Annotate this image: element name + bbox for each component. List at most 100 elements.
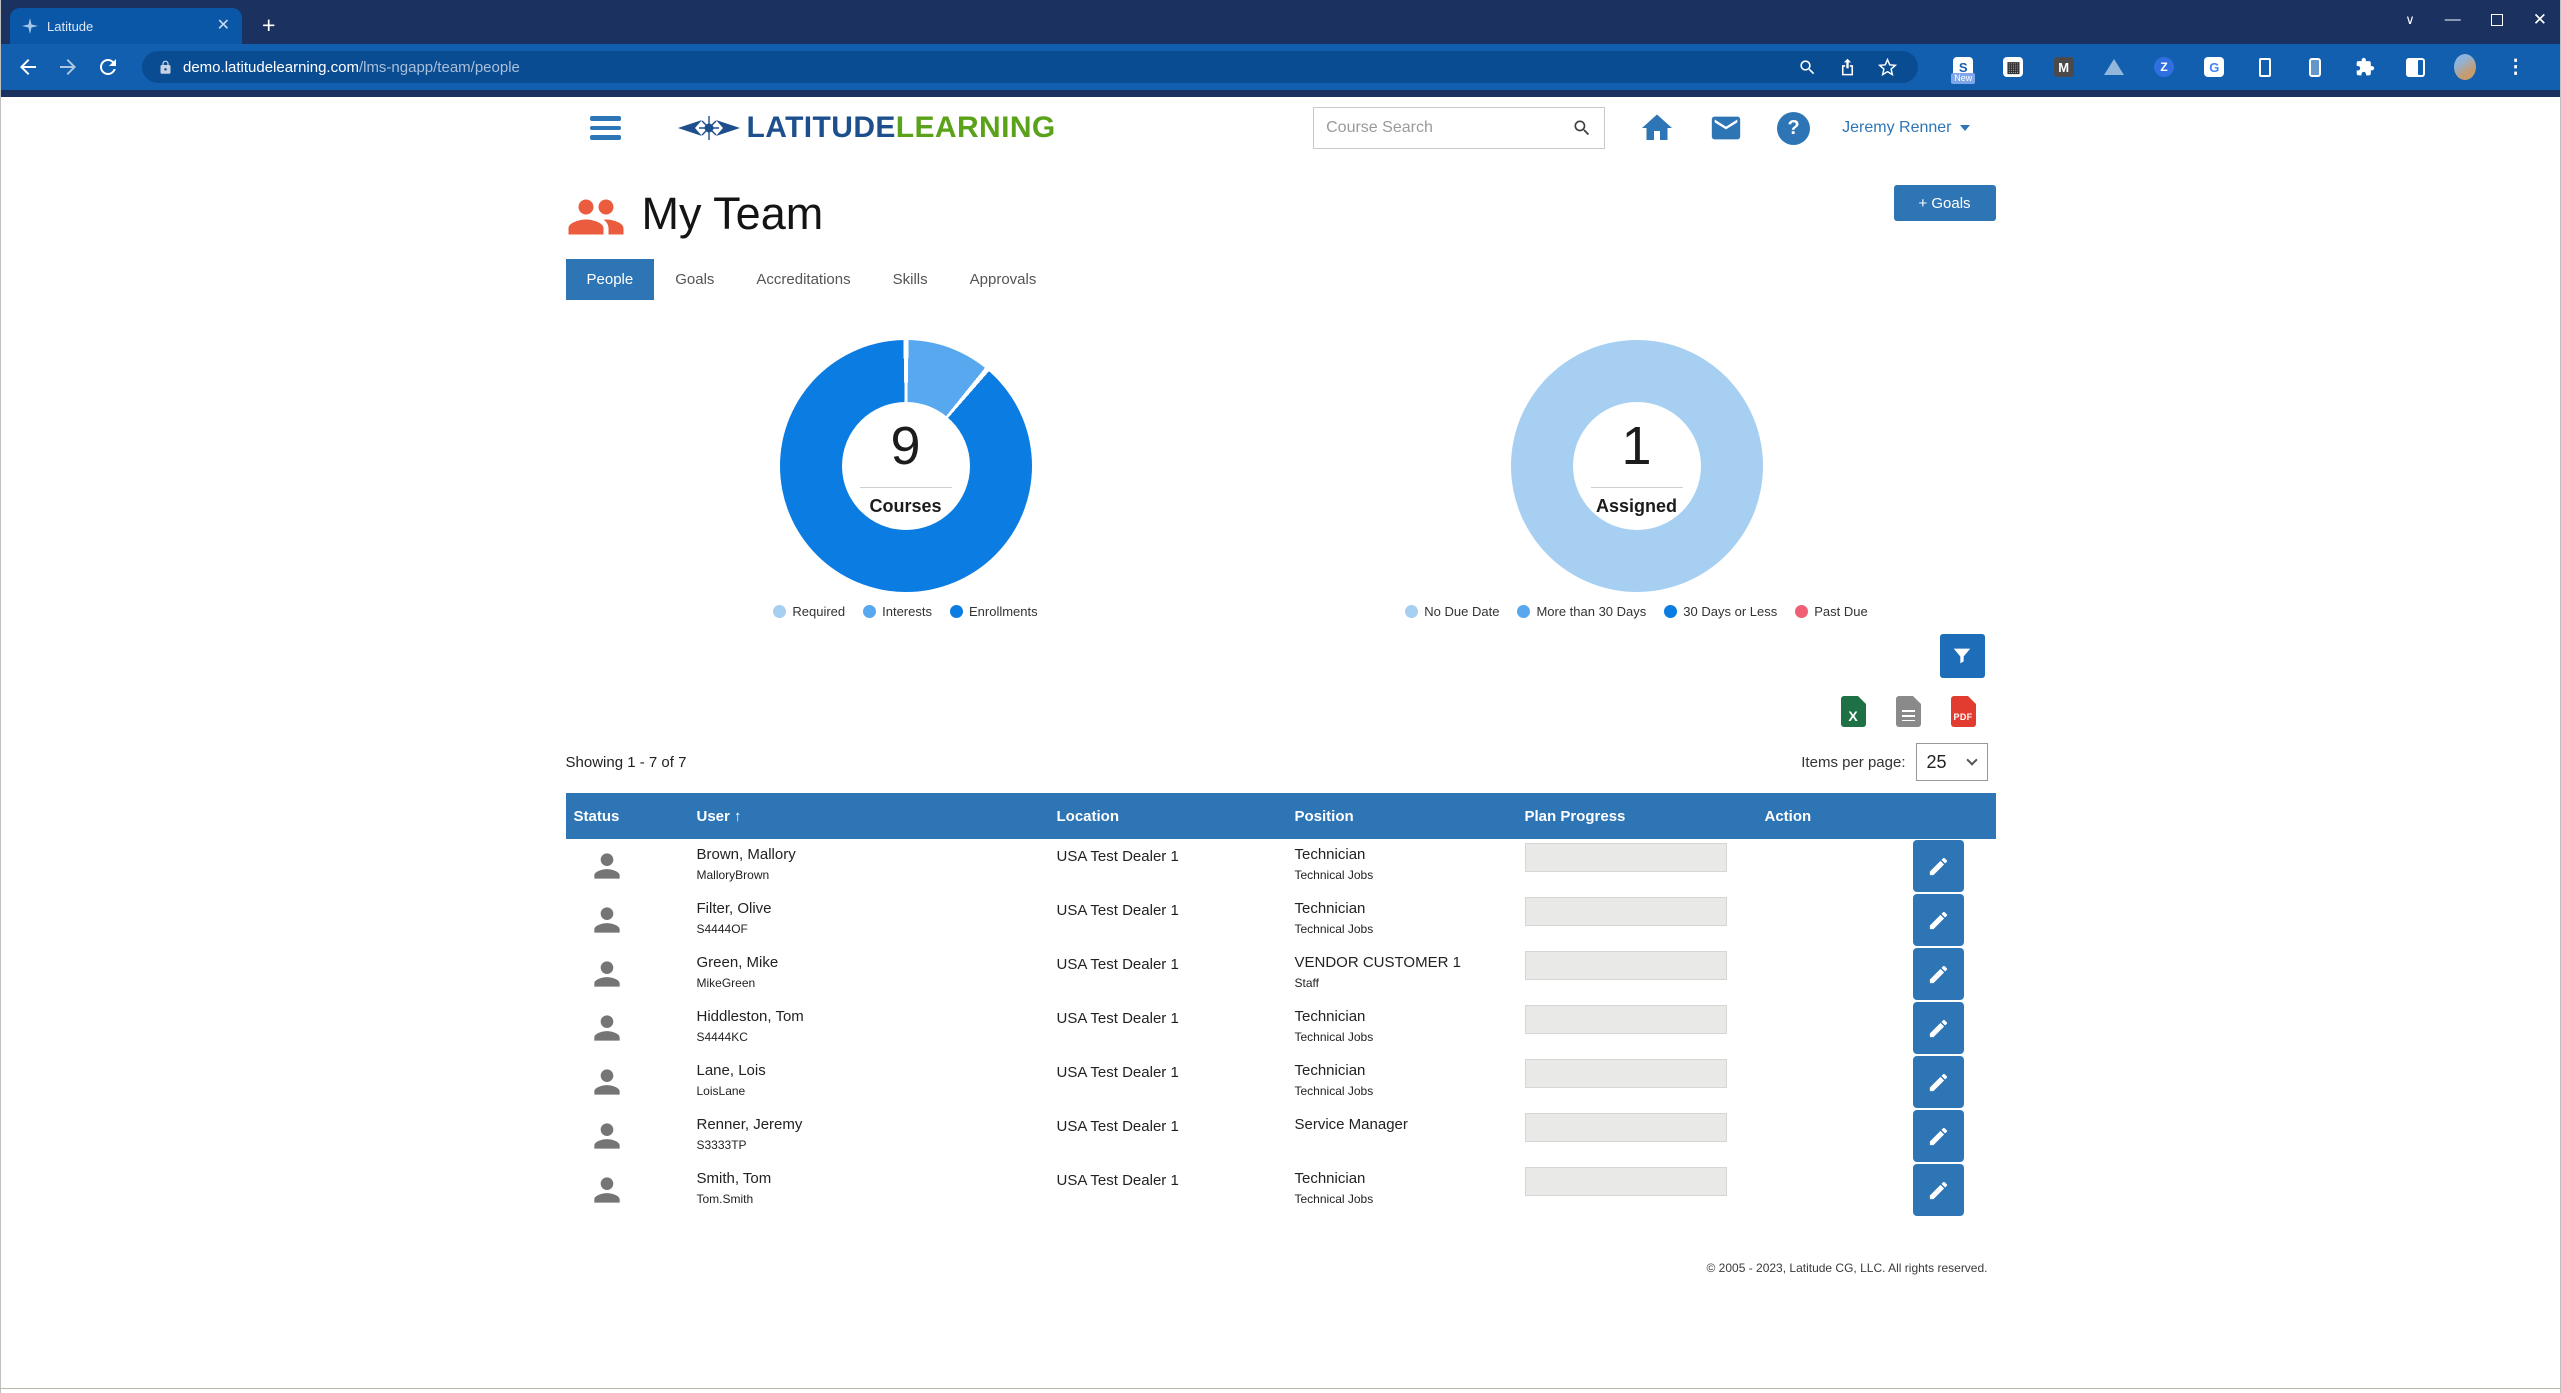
user-position-sub: Technical Jobs [1294,868,1374,882]
chevron-down-icon [1959,125,1970,131]
side-panel-icon[interactable] [2404,56,2426,78]
items-per-page-select[interactable]: 25 [1915,743,1988,781]
messages-envelope-icon[interactable] [1709,111,1743,145]
new-tab-button[interactable]: + [262,12,276,38]
add-goals-button[interactable]: + Goals [1893,185,1996,221]
edit-user-button[interactable] [1912,894,1964,946]
filter-button[interactable] [1939,634,1985,678]
extension-phone-icon[interactable] [2254,56,2276,78]
legend-dot [1795,605,1809,618]
help-icon[interactable]: ? [1777,111,1811,145]
extension-m-icon[interactable]: M [2053,56,2075,78]
share-icon[interactable] [1838,58,1857,77]
window-close-button[interactable]: ✕ [2532,10,2547,29]
courses-label: Courses [869,496,942,516]
user-position: Technician [1294,900,1366,917]
window-minimize-button[interactable]: — [2444,11,2461,28]
user-location: USA Test Dealer 1 [1056,1064,1179,1081]
browser-menu-icon[interactable]: ⋮ [2506,56,2526,78]
export-csv-icon[interactable] [1895,696,1921,727]
search-icon[interactable] [1572,118,1592,138]
url-host: demo.latitudelearning.com [183,58,359,76]
pencil-icon [1929,857,1947,875]
user-username: MikeGreen [696,976,756,990]
user-avatar-icon [593,1123,620,1149]
user-location: USA Test Dealer 1 [1056,848,1179,865]
app-header: LATITUDELEARNING ? Jeremy Renner [0,97,2561,159]
back-button[interactable] [16,55,40,79]
col-user[interactable]: User ↑ [696,807,742,825]
edit-user-button[interactable] [1912,1056,1964,1108]
tab-goals[interactable]: Goals [675,271,715,288]
user-name: Hiddleston, Tom [696,1008,804,1025]
extension-qr-icon[interactable]: ▦ [2002,56,2024,78]
course-search-input[interactable] [1314,119,1573,137]
pencil-icon [1929,965,1947,983]
bookmark-star-icon[interactable] [1878,57,1897,77]
user-location: USA Test Dealer 1 [1056,1172,1179,1189]
address-bar[interactable]: demo.latitudelearning.com/lms-ngapp/team… [142,51,1918,83]
tab-approvals[interactable]: Approvals [969,271,1037,288]
home-icon[interactable] [1639,110,1675,146]
user-username: S4444OF [696,922,748,936]
edit-user-button[interactable] [1912,1002,1964,1054]
table-row: Filter, Olive S4444OF USA Test Dealer 1 T… [566,893,1996,947]
edit-user-button[interactable] [1912,1110,1964,1162]
pencil-icon [1929,1127,1947,1145]
funnel-icon [1953,648,1971,664]
col-status[interactable]: Status [573,807,620,825]
table-row: Smith, Tom Tom.Smith USA Test Dealer 1 Te… [566,1163,1996,1217]
extensions-puzzle-icon[interactable] [2354,56,2376,78]
sort-asc-icon: ↑ [734,807,742,825]
tab-search-chevron-icon[interactable]: ∨ [2405,12,2415,27]
extension-geometry-icon[interactable] [2103,56,2125,78]
legend-30-or-less: 30 Days or Less [1664,604,1777,619]
user-avatar-icon [593,853,620,879]
legend-dot [1405,605,1419,618]
hamburger-menu-icon[interactable] [589,116,621,140]
edit-user-button[interactable] [1912,1164,1964,1216]
col-location[interactable]: Location [1056,807,1120,825]
window-maximize-button[interactable] [2490,14,2503,26]
courses-donut-chart: 9 Courses Required Interests Enrollments [696,340,1116,619]
export-pdf-icon[interactable]: PDF [1950,696,1976,727]
user-username: MalloryBrown [696,868,770,882]
col-plan-progress[interactable]: Plan Progress [1524,807,1626,825]
user-position-sub: Staff [1294,976,1319,990]
showing-count: Showing 1 - 7 of 7 [565,753,687,771]
pencil-icon [1929,1019,1947,1037]
browser-profile-avatar[interactable] [2454,54,2477,80]
legend-dot [949,605,963,618]
col-action[interactable]: Action [1764,807,1812,825]
user-position-sub: Technical Jobs [1294,1030,1374,1044]
legend-more-than-30: More than 30 Days [1517,604,1646,619]
latitude-learning-logo[interactable]: LATITUDELEARNING [677,110,1056,146]
user-avatar-icon [593,1177,620,1203]
items-per-page-label: Items per page: [1801,753,1906,771]
compass-logo-icon [677,116,740,140]
tab-skills[interactable]: Skills [892,271,928,288]
forward-button[interactable] [56,55,80,79]
extension-s-icon[interactable]: S New [1951,56,1976,84]
window-bottom-border [0,1388,2561,1389]
browser-tab[interactable]: Latitude ✕ [10,8,242,44]
extension-translate-icon[interactable]: G [2203,56,2225,78]
tab-people[interactable]: People [565,259,655,300]
course-search-box [1313,107,1606,149]
extension-device-icon[interactable] [2304,56,2326,78]
reload-button[interactable] [96,55,120,79]
export-excel-icon[interactable]: X [1840,696,1866,727]
user-position: VENDOR CUSTOMER 1 [1294,954,1461,971]
zoom-page-icon[interactable] [1798,58,1817,77]
edit-user-button[interactable] [1912,948,1964,1000]
tab-title: Latitude [47,18,94,34]
tab-close-icon[interactable]: ✕ [216,17,230,34]
edit-user-button[interactable] [1912,840,1964,892]
user-name: Filter, Olive [696,900,772,917]
user-menu[interactable]: Jeremy Renner [1842,119,1970,137]
team-people-icon [568,199,623,235]
extension-z-icon[interactable]: Z [2153,56,2175,78]
user-username: Tom.Smith [696,1192,754,1206]
tab-accreditations[interactable]: Accreditations [756,271,851,288]
col-position[interactable]: Position [1294,807,1354,825]
